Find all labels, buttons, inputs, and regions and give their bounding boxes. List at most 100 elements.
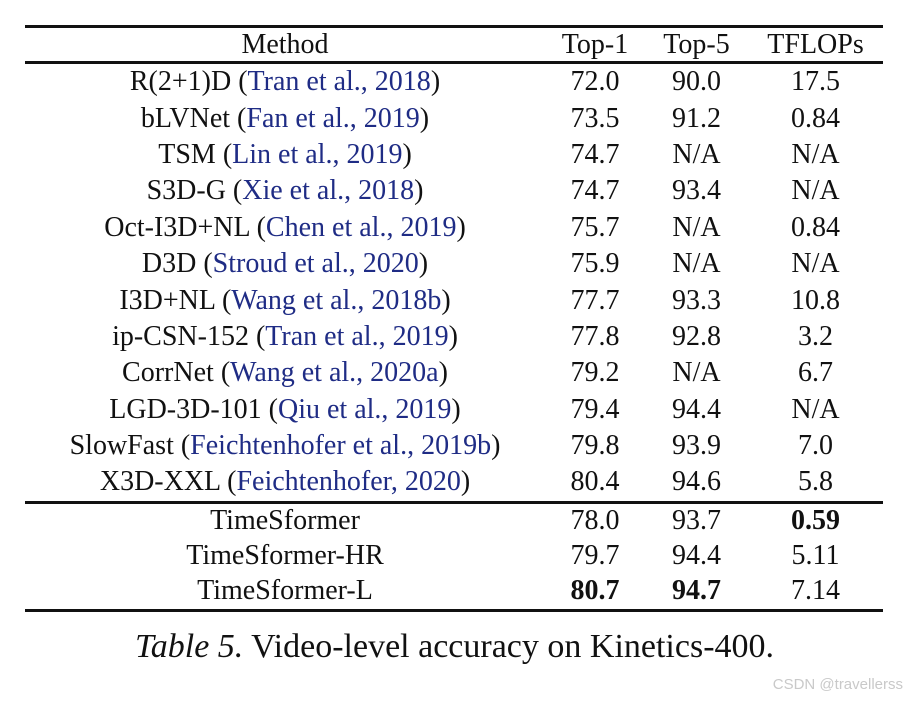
citation-link[interactable]: Qiu et al., 2019 <box>278 393 452 425</box>
citation-link[interactable]: Tran et al., 2019 <box>265 320 449 352</box>
top1-cell: 74.7 <box>570 138 620 170</box>
citation-link[interactable]: Feichtenhofer et al., 2019b <box>190 430 492 462</box>
top1-cell: 79.7 <box>570 540 620 572</box>
method-name: TSM <box>158 138 216 170</box>
table-row: LGD-3D-101 (Qiu et al., 2019) 79.4 94.4 N/A <box>25 392 883 428</box>
tflops-cell: N/A <box>791 175 840 207</box>
method-name: ip-CSN-152 <box>112 320 249 352</box>
table-row: CorrNet (Wang et al., 2020a) 79.2 N/A 6.7 <box>25 355 883 391</box>
table-row: S3D-G (Xie et al., 2018) 74.7 93.4 N/A <box>25 173 883 209</box>
table-row: TSM (Lin et al., 2019) 74.7 N/A N/A <box>25 137 883 173</box>
results-table: Method Top-1 Top-5 TFLOPs R(2+1)D (Tran … <box>25 25 883 612</box>
tflops-cell: 5.11 <box>791 540 840 572</box>
paren-close: ) <box>448 320 458 352</box>
paren-close: ) <box>438 357 448 389</box>
column-header-tflops: TFLOPs <box>767 28 864 60</box>
tflops-cell: 7.0 <box>798 430 833 462</box>
table-row: R(2+1)D (Tran et al., 2018) 72.0 90.0 17.5 <box>25 64 883 100</box>
top5-cell: N/A <box>672 211 721 243</box>
citation-link[interactable]: Chen et al., 2019 <box>265 211 457 243</box>
method-name: Oct-I3D+NL <box>104 211 250 243</box>
paren-open: ( <box>231 66 248 98</box>
paren-open: ( <box>214 284 232 316</box>
paren-close: ) <box>402 138 412 170</box>
table-row: X3D-XXL (Feichtenhofer, 2020) 80.4 94.6 5.8 <box>25 464 883 500</box>
method-name: TimeSformer-HR <box>186 540 384 572</box>
top1-cell: 74.7 <box>570 175 620 207</box>
top1-cell: 79.2 <box>570 357 620 389</box>
method-name: S3D-G <box>146 175 226 207</box>
paren-open: ( <box>173 430 191 462</box>
method-name: R(2+1)D <box>129 66 232 98</box>
method-name: LGD-3D-101 <box>109 393 262 425</box>
top1-cell: 78.0 <box>570 505 620 537</box>
method-cell: SlowFast (Feichtenhofer et al., 2019b) <box>25 432 545 460</box>
method-cell: R(2+1)D (Tran et al., 2018) <box>25 68 545 96</box>
citation-link[interactable]: Lin et al., 2019 <box>232 138 403 170</box>
baseline-methods-section: R(2+1)D (Tran et al., 2018) 72.0 90.0 17.5 b… <box>25 64 883 504</box>
table-row: ip-CSN-152 (Tran et al., 2019) 77.8 92.8 3.… <box>25 319 883 355</box>
method-cell: D3D (Stroud et al., 2020) <box>25 250 545 278</box>
table-row: D3D (Stroud et al., 2020) 75.9 N/A N/A <box>25 246 883 282</box>
top1-cell: 77.8 <box>570 320 620 352</box>
column-header-top1: Top-1 <box>561 28 629 60</box>
paren-open: ( <box>248 320 266 352</box>
citation-link[interactable]: Wang et al., 2018b <box>231 284 442 316</box>
top1-cell: 80.4 <box>570 466 620 498</box>
top5-cell: 94.7 <box>672 575 721 607</box>
citation-link[interactable]: Wang et al., 2020a <box>230 357 439 389</box>
method-cell: CorrNet (Wang et al., 2020a) <box>25 359 545 387</box>
method-name: TimeSformer <box>210 505 360 537</box>
paren-open: ( <box>196 248 213 280</box>
top5-cell: N/A <box>672 138 721 170</box>
paren-open: ( <box>225 175 243 207</box>
column-header-top5: Top-5 <box>663 28 730 60</box>
citation-link[interactable]: Feichtenhofer, 2020 <box>236 466 461 498</box>
method-cell: ip-CSN-152 (Tran et al., 2019) <box>25 320 545 352</box>
method-cell: S3D-G (Xie et al., 2018) <box>25 177 545 205</box>
paren-open: ( <box>220 466 237 498</box>
paren-open: ( <box>249 211 266 243</box>
tflops-cell: 6.7 <box>798 357 833 389</box>
table-row: I3D+NL (Wang et al., 2018b) 77.7 93.3 10.8 <box>25 282 883 318</box>
paren-close: ) <box>451 393 461 425</box>
top5-cell: 93.7 <box>672 505 721 537</box>
tflops-cell: N/A <box>791 138 840 170</box>
method-name: SlowFast <box>69 430 174 462</box>
top5-cell: 93.9 <box>672 430 721 462</box>
tflops-cell: 0.84 <box>791 211 840 243</box>
method-name: CorrNet <box>122 357 214 389</box>
top1-cell: 79.8 <box>570 430 620 462</box>
paren-close: ) <box>460 466 471 498</box>
top1-cell: 73.5 <box>570 102 620 134</box>
tflops-cell: 10.8 <box>791 284 840 316</box>
citation-link[interactable]: Stroud et al., 2020 <box>212 248 419 280</box>
citation-link[interactable]: Fan et al., 2019 <box>246 102 420 134</box>
method-cell: TimeSformer <box>25 507 545 535</box>
table-caption-text: Video-level accuracy on Kinetics-400. <box>243 628 775 665</box>
top5-cell: 92.8 <box>672 320 721 352</box>
method-cell: Oct-I3D+NL (Chen et al., 2019) <box>25 211 545 243</box>
method-cell: TimeSformer-HR <box>25 542 545 570</box>
table-row: Oct-I3D+NL (Chen et al., 2019) 75.7 N/A 0.8… <box>25 210 883 246</box>
paren-close: ) <box>441 284 451 316</box>
table-header-row: Method Top-1 Top-5 TFLOPs <box>25 28 883 64</box>
tflops-cell: 5.8 <box>798 466 833 498</box>
top5-cell: 94.4 <box>672 540 721 572</box>
method-cell: bLVNet (Fan et al., 2019) <box>25 102 545 134</box>
tflops-cell: 17.5 <box>791 66 840 98</box>
method-name: D3D <box>141 248 197 280</box>
citation-link[interactable]: Xie et al., 2018 <box>242 175 415 207</box>
top5-cell: N/A <box>672 248 721 280</box>
top1-cell: 72.0 <box>570 66 620 98</box>
tflops-cell: 0.59 <box>791 505 840 537</box>
citation-link[interactable]: Tran et al., 2018 <box>247 66 431 98</box>
tflops-cell: 7.14 <box>791 575 840 607</box>
top5-cell: 94.6 <box>672 466 721 498</box>
paren-open: ( <box>213 357 231 389</box>
paren-open: ( <box>261 393 278 425</box>
top1-cell: 75.7 <box>570 211 620 243</box>
paren-close: ) <box>414 175 424 207</box>
timesformer-section: TimeSformer 78.0 93.7 0.59 TimeSformer-HR 79.… <box>25 504 883 612</box>
